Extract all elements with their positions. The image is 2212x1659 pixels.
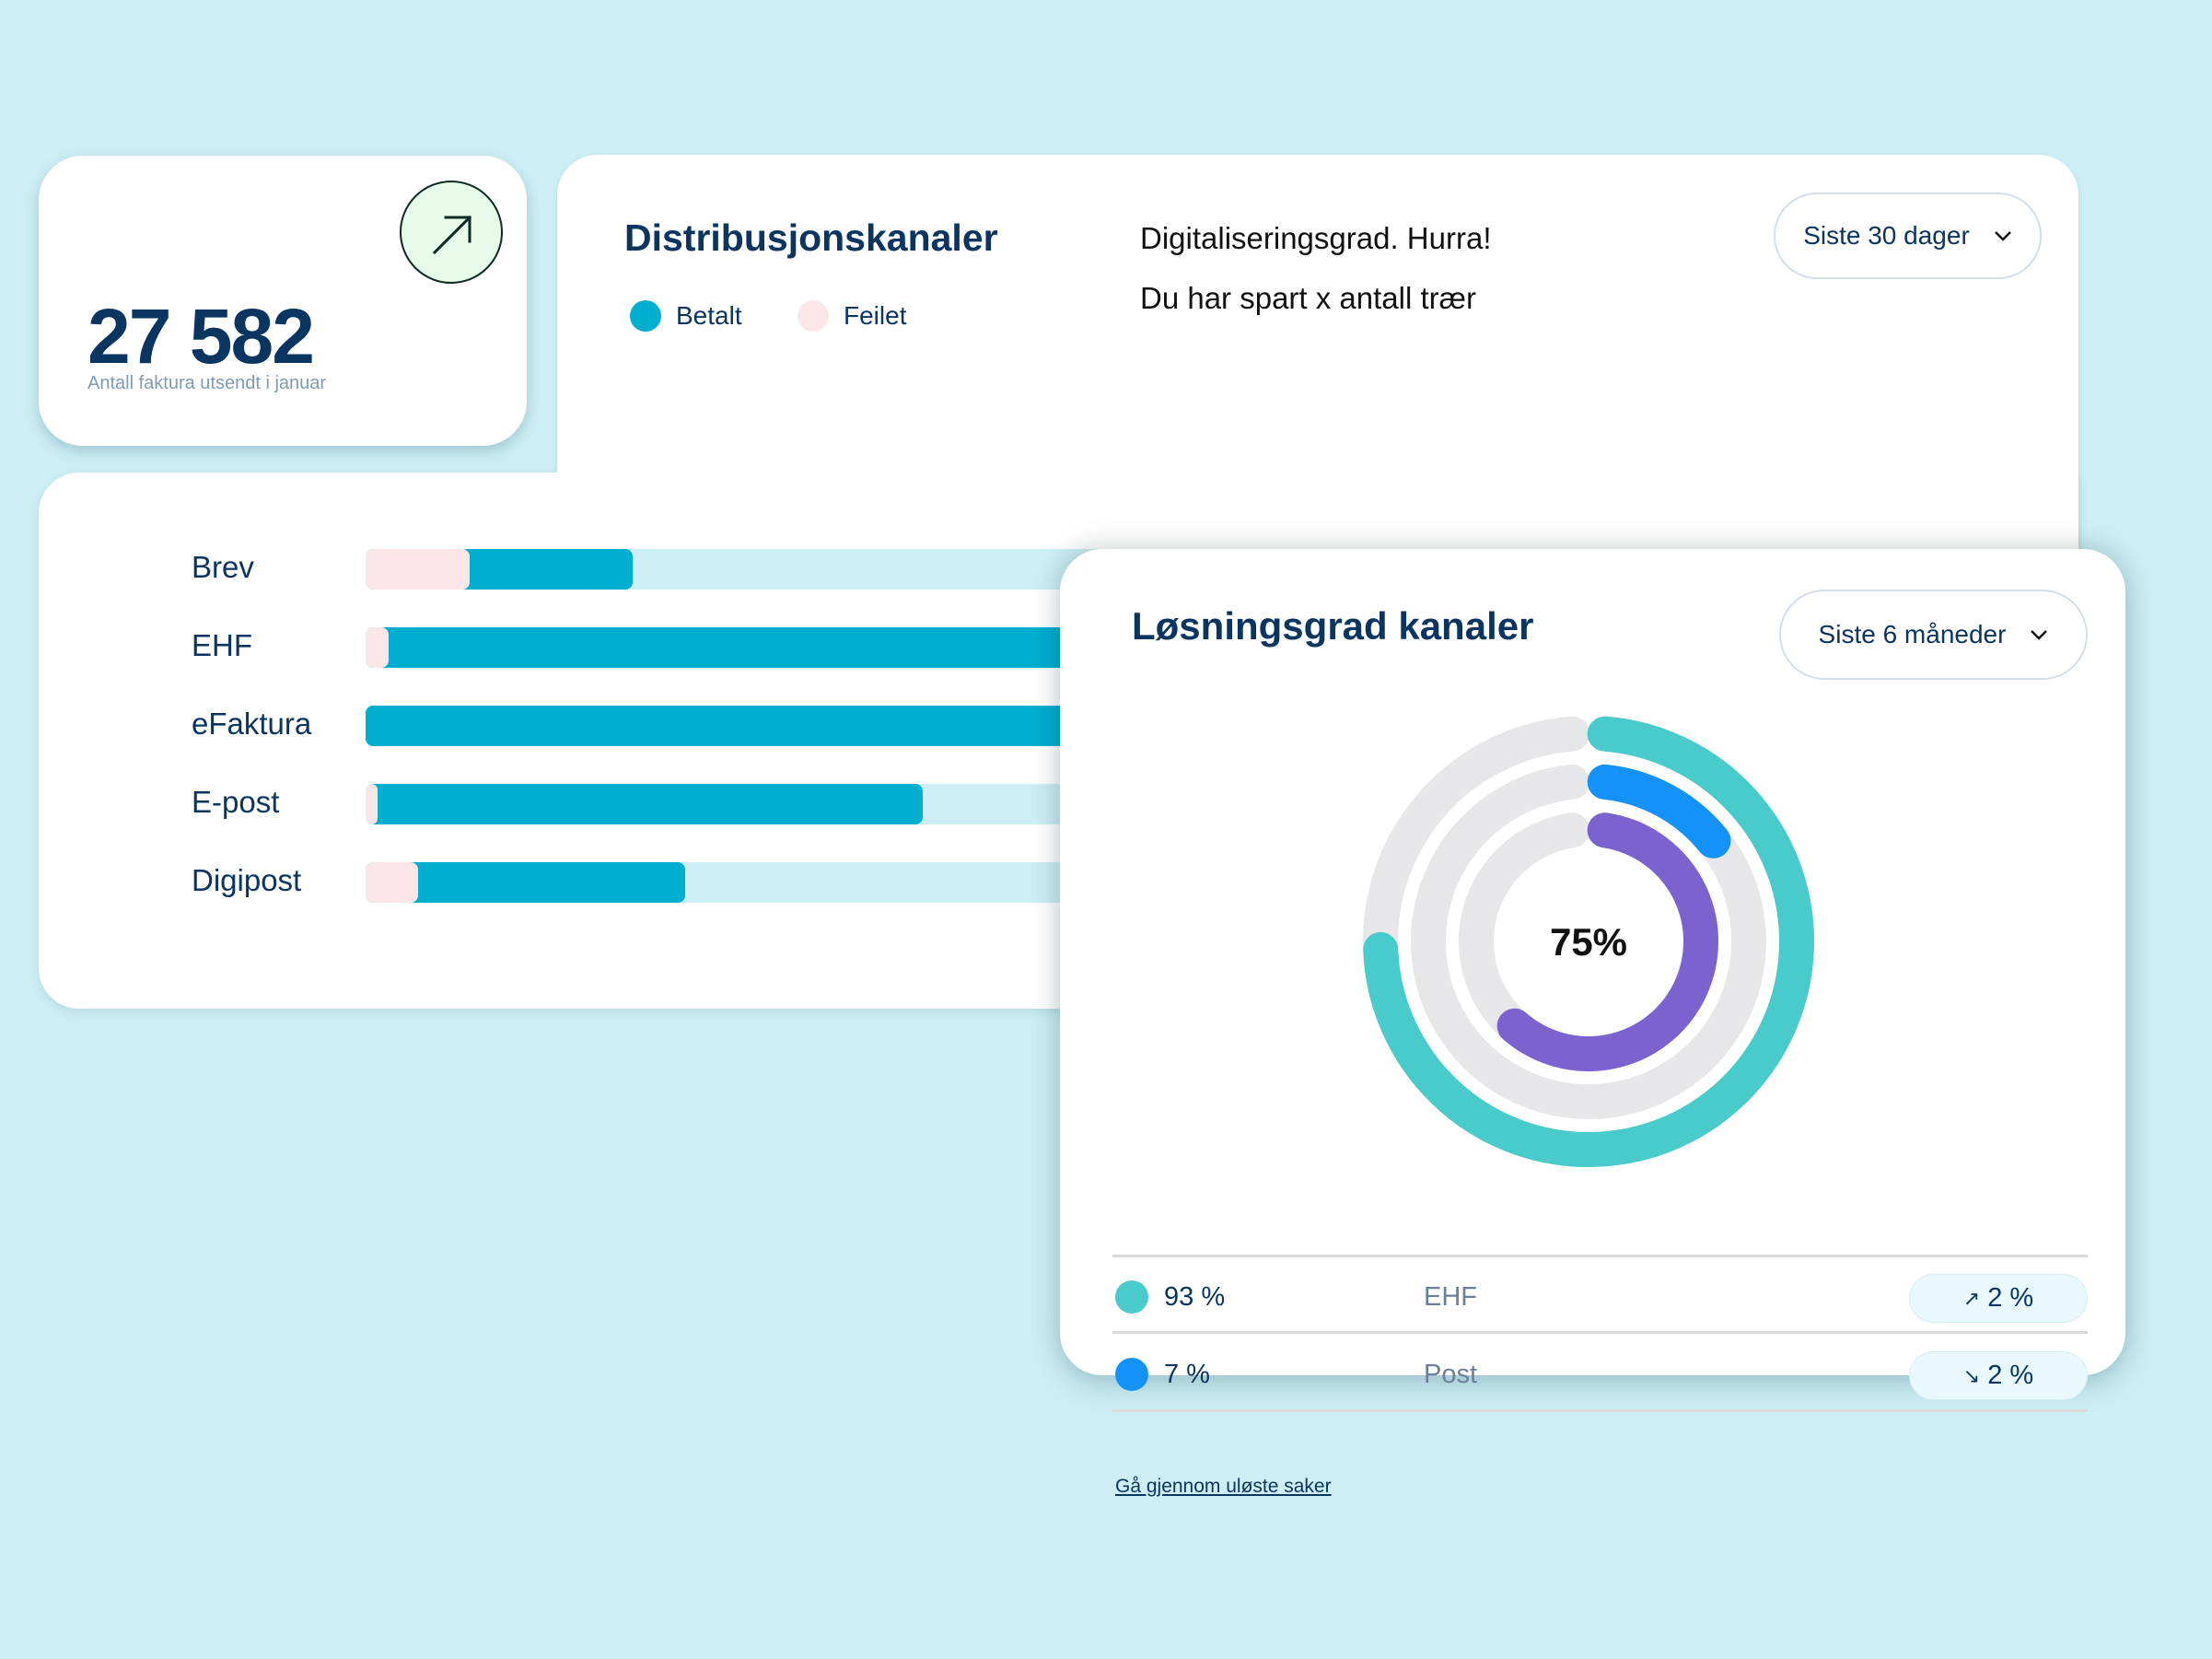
invoice-count-caption: Antall faktura utsendt i januar <box>87 373 327 393</box>
bar-label: E-post <box>192 785 280 819</box>
resolution-panel: Løsningsgrad kanaler Siste 6 måneder 75%… <box>1060 549 2125 1497</box>
trend-value: 2 % <box>1987 1361 2034 1390</box>
ring-value-outer <box>1363 716 1814 1167</box>
divider <box>1112 1409 2088 1412</box>
period-dropdown-30-days[interactable]: Siste 30 dager <box>1774 193 2042 279</box>
bar-paid <box>366 862 685 903</box>
period-dropdown-label: Siste 6 måneder <box>1818 620 2007 648</box>
ring-value-inner <box>1496 812 1718 1071</box>
chevron-down-icon <box>2031 630 2048 640</box>
series-dot-ehf <box>1115 1280 1148 1314</box>
trend-up-icon: ↗ <box>1962 1286 1981 1310</box>
row-percent: 93 % <box>1164 1282 1226 1312</box>
bar-label: Brev <box>192 550 254 584</box>
bar-label: Digipost <box>192 863 302 897</box>
bar-failed <box>366 627 390 668</box>
arrow-up-right-icon <box>432 215 472 255</box>
bar-label: eFaktura <box>192 707 312 741</box>
legend-label-failed: Feilet <box>844 301 907 330</box>
row-channel: Post <box>1424 1360 1478 1389</box>
bar-failed <box>366 549 471 590</box>
ring-value-middle <box>1587 764 1731 859</box>
trend-badge: ↗ 2 % <box>1909 1274 2088 1323</box>
series-dot-post <box>1115 1358 1148 1391</box>
invoice-count-card: 27 582 Antall faktura utsendt i januar <box>39 156 527 446</box>
trees-saved-text: Du har spart x antall trær <box>1140 281 1476 315</box>
ring-center-label: 75% <box>1550 920 1627 964</box>
legend-item-failed: Feilet <box>797 298 906 334</box>
row-percent: 7 % <box>1164 1360 1210 1389</box>
table-row: 7 % Post ↘ 2 % <box>1112 1349 2088 1404</box>
trend-value: 2 % <box>1987 1283 2034 1313</box>
resolution-ring-chart: 75% <box>1363 716 1814 1167</box>
bar-paid <box>366 784 923 824</box>
legend-item-paid: Betalt <box>630 298 742 334</box>
divider <box>1112 1255 2088 1257</box>
period-dropdown-6-months[interactable]: Siste 6 måneder <box>1779 590 2088 680</box>
legend-label-paid: Betalt <box>676 301 742 330</box>
legend-dot-failed <box>797 300 829 332</box>
review-unresolved-link[interactable]: Gå gjennom uløste saker <box>1115 1476 1332 1497</box>
table-row: 93 % EHF ↗ 2 % <box>1112 1271 2088 1326</box>
digitalization-text: Digitaliseringsgrad. Hurra! <box>1140 221 1492 255</box>
bar-failed <box>366 862 418 903</box>
chevron-down-icon <box>1994 231 2011 241</box>
bar-label: EHF <box>192 628 252 662</box>
ring-track-middle <box>1411 764 1766 1119</box>
trend-badge: ↘ 2 % <box>1909 1351 2088 1400</box>
period-dropdown-label: Siste 30 dager <box>1803 221 1970 250</box>
open-details-button[interactable] <box>400 181 503 284</box>
distribution-title: Distribusjonskanaler <box>624 216 998 259</box>
divider <box>1112 1331 2088 1334</box>
invoice-count-value: 27 582 <box>87 293 315 380</box>
row-channel: EHF <box>1424 1282 1477 1312</box>
bar-failed <box>366 784 378 824</box>
resolution-title: Løsningsgrad kanaler <box>1132 604 1534 648</box>
legend-dot-paid <box>630 300 661 332</box>
trend-down-icon: ↘ <box>1962 1363 1981 1387</box>
